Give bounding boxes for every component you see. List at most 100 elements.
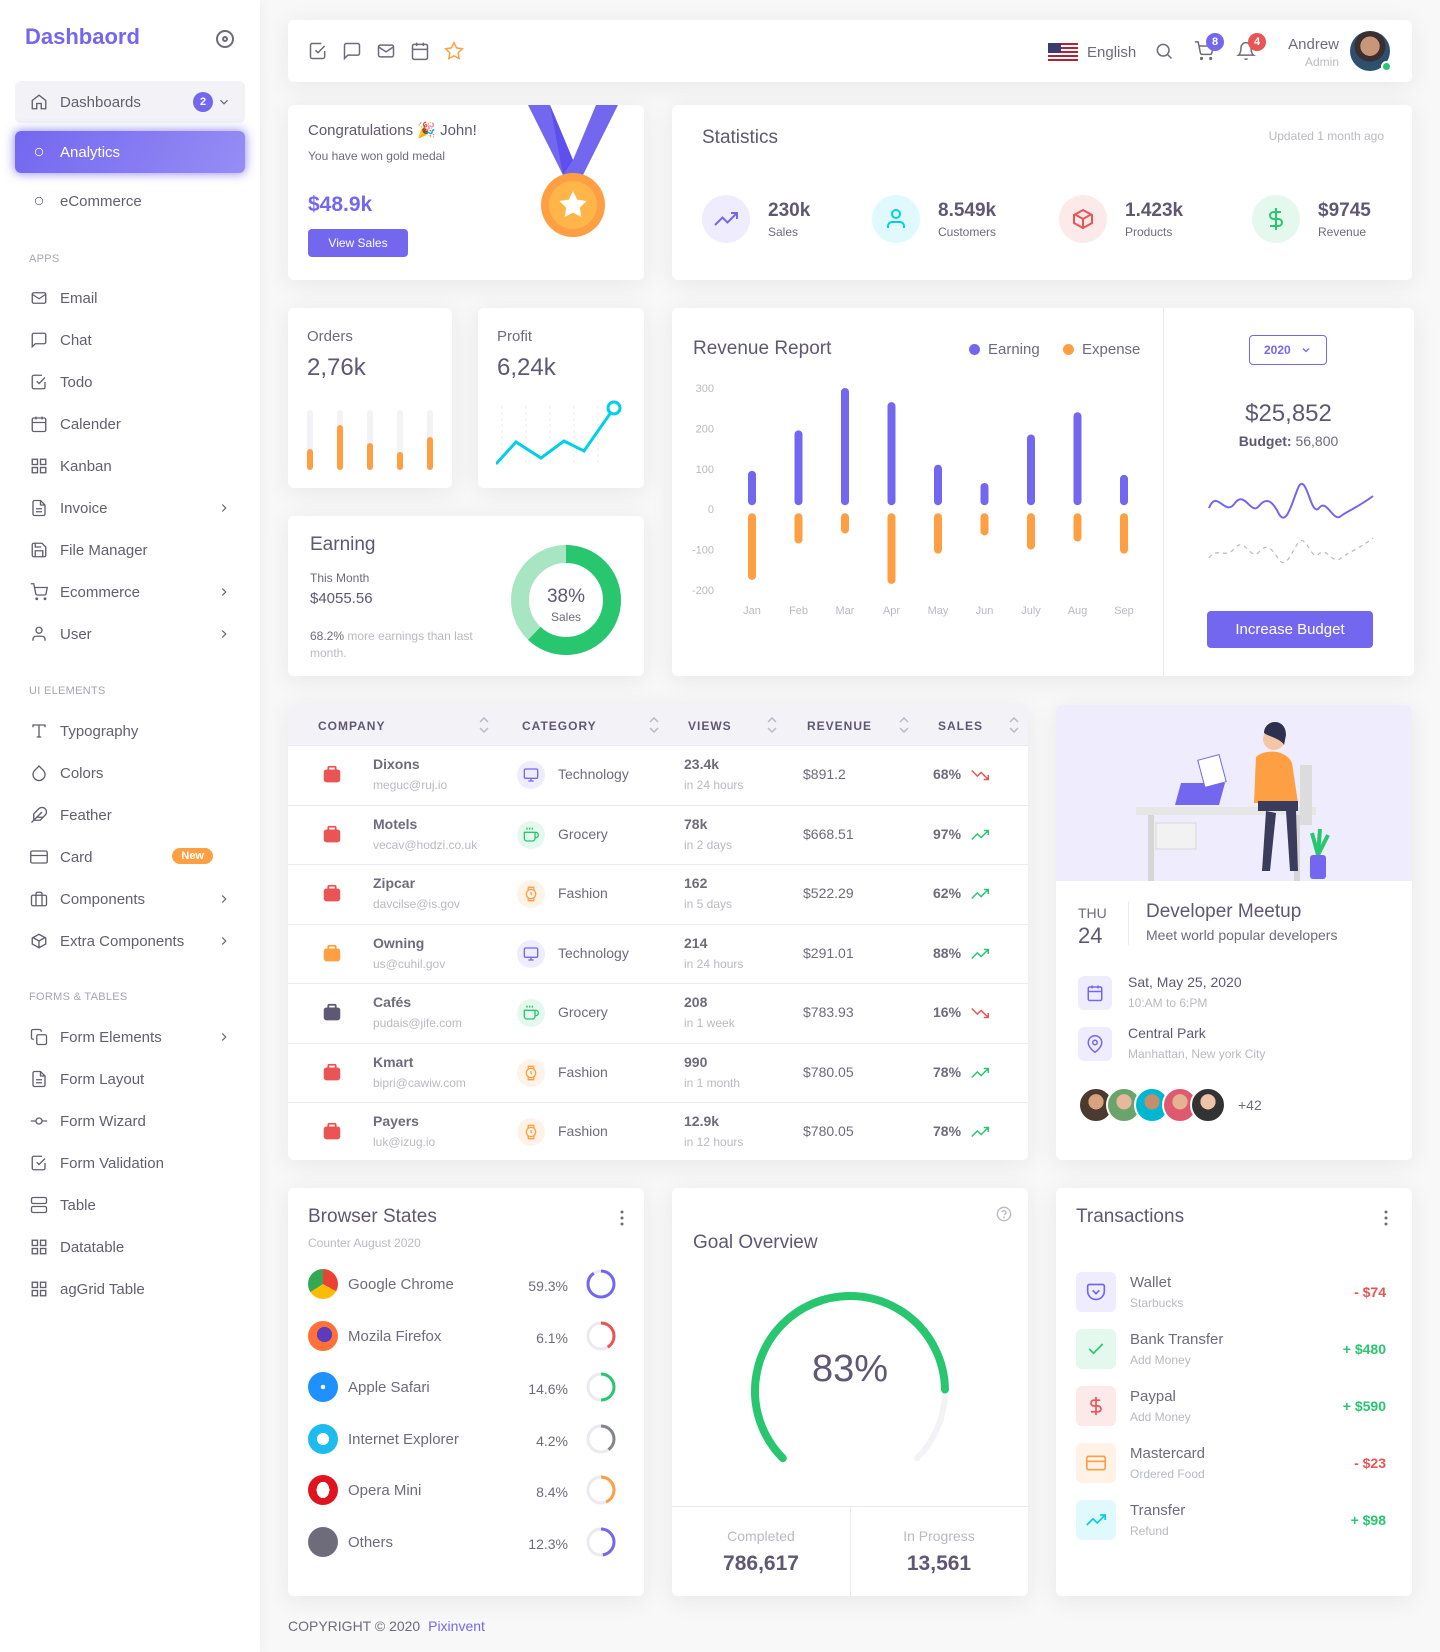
sidebar-item-kanban[interactable]: Kanban (15, 445, 245, 487)
transaction-row[interactable]: Transfer Refund + $98 (1076, 1498, 1386, 1542)
more-vertical-icon[interactable] (620, 1210, 624, 1226)
sort-icon[interactable] (898, 715, 910, 735)
meetup-where: Central Park (1128, 1025, 1206, 1041)
browser-pct: 14.6% (528, 1381, 568, 1397)
us-flag-icon[interactable] (1048, 43, 1078, 61)
sidebar-item-email[interactable]: Email (15, 277, 245, 319)
column-header-revenue[interactable]: REVENUE (807, 719, 873, 733)
avatar[interactable] (1078, 1087, 1114, 1123)
search-icon[interactable] (1154, 41, 1174, 61)
table-row[interactable]: Zipcar davcilse@is.gov Fashion 162 in 5 days… (288, 864, 1028, 922)
sort-icon[interactable] (478, 715, 490, 735)
y-tick-label: 0 (708, 504, 714, 516)
sidebar-item-form-elements[interactable]: Form Elements (15, 1016, 245, 1058)
avatar[interactable] (1190, 1087, 1226, 1123)
budget-line: Budget: 56,800 (1163, 433, 1414, 449)
progress-value: 13,561 (906, 1552, 972, 1575)
column-header-company[interactable]: COMPANY (318, 719, 386, 733)
column-header-sales[interactable]: SALES (938, 719, 984, 733)
view-sales-button[interactable]: View Sales (308, 229, 408, 257)
sidebar-item-components[interactable]: Components (15, 878, 245, 920)
sidebar-item-chat[interactable]: Chat (15, 319, 245, 361)
browser-name: Opera Mini (348, 1482, 422, 1499)
sidebar-item-invoice[interactable]: Invoice (15, 487, 245, 529)
sidebar-item-label: Card (60, 848, 93, 866)
stat-value: 230k (768, 199, 811, 221)
transaction-row[interactable]: Wallet Starbucks - $74 (1076, 1270, 1386, 1314)
message-square-icon[interactable] (342, 41, 362, 61)
y-tick-label: 200 (696, 423, 714, 435)
statistics-card: Statistics Updated 1 month ago 230k Sales… (672, 105, 1412, 280)
check-square-icon[interactable] (308, 41, 328, 61)
sort-icon[interactable] (1008, 715, 1020, 735)
year-value: 2020 (1264, 343, 1291, 357)
footer-brand-link[interactable]: Pixinvent (428, 1618, 485, 1634)
bell-icon[interactable] (1236, 41, 1256, 61)
browser-pct: 8.4% (536, 1484, 568, 1500)
column-header-views[interactable]: VIEWS (688, 719, 732, 733)
meetup-when: Sat, May 25, 2020 (1128, 974, 1242, 990)
mail-icon (30, 289, 48, 307)
mail-icon[interactable] (376, 41, 396, 61)
transaction-row[interactable]: Bank Transfer Add Money + $480 (1076, 1327, 1386, 1371)
table-row[interactable]: Motels vecav@hodzi.co.uk Grocery 78k in 2 da… (288, 804, 1028, 863)
sidebar-item-colors[interactable]: Colors (15, 752, 245, 794)
legend-earning-dot (969, 344, 980, 355)
sidebar-item-ecommerce[interactable]: Ecommerce (15, 571, 245, 613)
user-name[interactable]: Andrew (1288, 36, 1339, 53)
attendee-more[interactable]: +42 (1238, 1097, 1262, 1113)
sort-icon[interactable] (648, 715, 660, 735)
sort-icon[interactable] (766, 715, 778, 735)
increase-budget-button[interactable]: Increase Budget (1207, 611, 1373, 648)
calendar-icon[interactable] (410, 41, 430, 61)
company-logo-icon (318, 940, 346, 968)
table-row[interactable]: Cafés pudais@jife.com Grocery 208 in 1 week $… (288, 983, 1028, 1041)
sidebar-item-aggrid-table[interactable]: agGrid Table (15, 1268, 245, 1310)
sidebar-item-file-manager[interactable]: File Manager (15, 529, 245, 571)
transaction-name: Wallet (1130, 1274, 1172, 1291)
earning-note-pct: 68.2% (310, 629, 345, 643)
sidebar-item-todo[interactable]: Todo (15, 361, 245, 403)
congrats-amount: $48.9k (308, 193, 373, 216)
sidebar-item-datatable[interactable]: Datatable (15, 1226, 245, 1268)
collapse-toggle-icon[interactable] (216, 30, 234, 48)
views: 12.9k (684, 1113, 720, 1129)
stat-label: Customers (938, 224, 997, 239)
sidebar-item-feather[interactable]: Feather (15, 794, 245, 836)
sales: 88% (933, 944, 962, 961)
sidebar-item-typography[interactable]: Typography (15, 710, 245, 752)
table-row[interactable]: Kmart bipri@cawiw.com Fashion 990 in 1 month… (288, 1042, 1028, 1101)
sidebar-item-form-validation[interactable]: Form Validation (15, 1142, 245, 1184)
sidebar-item-analytics[interactable]: Analytics (15, 131, 245, 173)
year-dropdown[interactable]: 2020 (1249, 335, 1327, 365)
browser-ring (586, 1527, 616, 1556)
transaction-row[interactable]: Paypal Add Money + $590 (1076, 1384, 1386, 1428)
brand-logo[interactable]: Dashbaord (25, 24, 140, 49)
help-circle-icon[interactable] (996, 1206, 1012, 1222)
transaction-row[interactable]: Mastercard Ordered Food - $23 (1076, 1441, 1386, 1485)
chevron-right-icon (217, 501, 231, 515)
goal-gauge (751, 1292, 949, 1463)
sidebar-item-card[interactable]: Card New (15, 836, 245, 878)
profit-value: 6,24k (497, 354, 556, 381)
sidebar-item-form-layout[interactable]: Form Layout (15, 1058, 245, 1100)
more-vertical-icon[interactable] (1384, 1210, 1388, 1226)
sidebar-item-ecommerce-dashboard[interactable]: eCommerce (15, 180, 245, 222)
footer: COPYRIGHT © 2020 Pixinvent (288, 1618, 485, 1634)
column-header-category[interactable]: CATEGORY (522, 719, 597, 733)
sidebar-item-calender[interactable]: Calender (15, 403, 245, 445)
table-row[interactable]: Owning us@cuhil.gov Technology 214 in 24 hou… (288, 923, 1028, 982)
sidebar-item-dashboards[interactable]: Dashboards 2 (15, 81, 245, 123)
language-selector[interactable]: English (1087, 44, 1137, 61)
star-icon[interactable] (444, 40, 464, 61)
table-row[interactable]: Dixons meguc@ruj.io Technology 23.4k in 24 h… (288, 745, 1028, 803)
sidebar-item-extra-components[interactable]: Extra Components (15, 920, 245, 962)
table-row[interactable]: Payers luk@izug.io Fashion 12.9k in 12 hours… (288, 1102, 1028, 1160)
sidebar-item-form-wizard[interactable]: Form Wizard (15, 1100, 245, 1142)
sidebar-item-table[interactable]: Table (15, 1184, 245, 1226)
shopping-cart-icon[interactable] (1194, 41, 1215, 61)
sidebar-item-label: Ecommerce (60, 583, 141, 601)
browser-states-card: Browser States Counter August 2020 Googl… (288, 1188, 644, 1596)
sidebar-item-user[interactable]: User (15, 613, 245, 655)
company-name: Zipcar (373, 875, 416, 891)
